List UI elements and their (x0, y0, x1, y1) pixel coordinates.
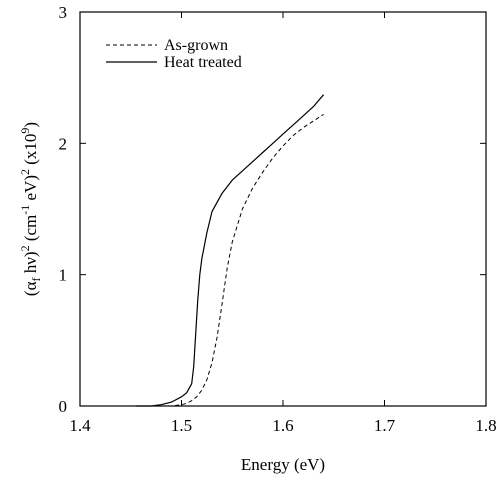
series-line-heat-treated (135, 94, 325, 407)
legend: As-grown Heat treated (106, 37, 242, 71)
series-line-as-grown (161, 113, 324, 407)
x-axis-label: Energy (eV) (241, 455, 325, 474)
x-tick-label: 1.7 (374, 416, 396, 435)
series-layer (135, 94, 325, 407)
y-axis-label: (αf hν)2 (cm-1 eV)2 (x109) (18, 122, 43, 296)
y-tick-label: 0 (59, 397, 68, 416)
x-axis-ticks: 1.4 1.5 1.6 1.7 1.8 (69, 12, 497, 435)
y-tick-label: 3 (59, 3, 68, 22)
x-tick-label: 1.5 (171, 416, 192, 435)
x-tick-label: 1.8 (475, 416, 496, 435)
y-tick-label: 2 (59, 134, 68, 153)
y-axis-ticks: 0 1 2 3 (59, 3, 486, 416)
legend-label-heat-treated: Heat treated (164, 54, 242, 71)
x-tick-label: 1.4 (69, 416, 91, 435)
plot-frame (79, 11, 487, 407)
x-tick-label: 1.6 (272, 416, 293, 435)
legend-label-as-grown: As-grown (164, 37, 228, 54)
y-tick-label: 1 (59, 266, 68, 285)
